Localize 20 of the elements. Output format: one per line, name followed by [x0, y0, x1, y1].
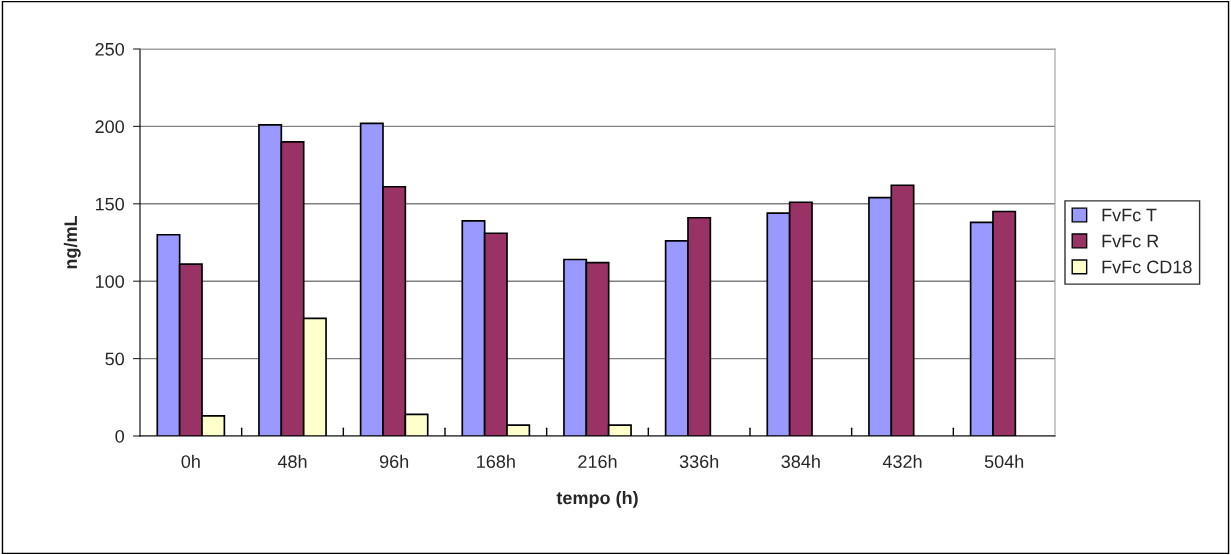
x-tick-label: 0h: [181, 454, 200, 469]
y-tick-label: 0: [115, 429, 125, 443]
y-tick-label: 100: [95, 275, 125, 288]
y-tick-label: 150: [95, 197, 125, 211]
y-tick-label: 50: [105, 352, 125, 366]
x-tick-label: 504h: [984, 454, 1024, 469]
x-tick-label: 432h: [882, 454, 922, 469]
legend-label: FvFc CD18: [1102, 260, 1192, 274]
legend-label: FvFc T: [1102, 208, 1157, 222]
x-tick-label: 336h: [679, 454, 719, 469]
y-axis-title: ng/mL: [63, 215, 81, 269]
x-tick-label: 216h: [578, 454, 617, 469]
y-tick-label: 200: [95, 120, 125, 134]
x-tick-label: 48h: [277, 454, 307, 469]
x-tick-label: 384h: [781, 454, 820, 469]
y-tick-label: 250: [95, 42, 125, 56]
x-axis-title: tempo (h): [556, 491, 638, 508]
x-tick-label: 168h: [477, 454, 515, 469]
legend-label: FvFc R: [1102, 234, 1159, 248]
x-tick-label: 96h: [379, 454, 409, 469]
